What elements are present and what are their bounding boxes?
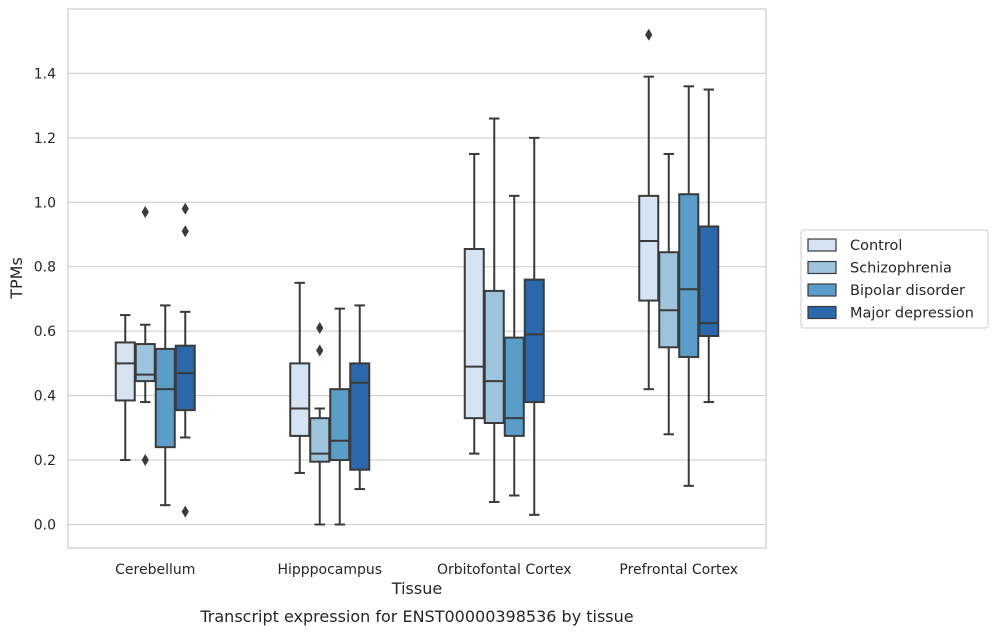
x-axis-label: Tissue (391, 579, 442, 598)
legend-label: Bipolar disorder (850, 283, 965, 299)
legend-swatch (807, 283, 837, 297)
box-control (463, 152, 485, 455)
x-tick-label: Hipppocampus (277, 562, 382, 578)
box-body (114, 341, 136, 402)
box-body (463, 248, 485, 420)
box-bipolar-disorder (154, 304, 176, 507)
x-tick-labels: Cerebellum Hipppocampus Orbitofontal Corte… (115, 562, 738, 578)
box-major-depression (349, 304, 371, 491)
legend-label: Control (850, 238, 902, 254)
box-control (289, 281, 311, 474)
box-body (523, 278, 545, 404)
y-tick-label: 1.4 (34, 66, 56, 82)
box-major-depression (523, 136, 545, 516)
plot-boxes (114, 28, 720, 526)
box-body (309, 417, 331, 463)
box-major-depression (174, 202, 196, 518)
box-body (678, 193, 700, 358)
box-body (483, 289, 505, 425)
box-body (638, 194, 660, 302)
x-tick-label: Cerebellum (115, 562, 195, 578)
box-body (658, 251, 680, 349)
y-tick-label: 0.0 (34, 518, 56, 534)
legend-frame (800, 229, 989, 329)
outlier-point (316, 321, 324, 334)
y-tick-label: 0.4 (34, 389, 56, 405)
outlier-point (181, 505, 189, 518)
box-bipolar-disorder (329, 307, 351, 526)
y-tick-label: 0.8 (34, 260, 56, 276)
y-tick-label: 1.2 (34, 131, 56, 147)
plot-frame (67, 8, 767, 549)
legend-swatch (807, 238, 837, 252)
legend-label: Major depression (850, 306, 974, 322)
box-control (114, 314, 136, 462)
outlier-point (181, 225, 189, 238)
outlier-point (316, 344, 324, 357)
y-tick-label: 0.2 (34, 453, 56, 469)
box-schizophrenia (309, 321, 331, 526)
box-schizophrenia (658, 152, 680, 436)
outlier-point (645, 28, 653, 41)
legend-label: Schizophrenia (850, 261, 952, 277)
y-tick-label: 1.0 (34, 195, 56, 211)
outlier-point (181, 202, 189, 215)
x-tick-label: Prefrontal Cortex (619, 562, 738, 578)
box-schizophrenia (134, 205, 156, 467)
box-body (349, 362, 371, 471)
box-control (638, 28, 660, 391)
box-bipolar-disorder (503, 194, 525, 497)
box-schizophrenia (483, 117, 505, 503)
y-tick-labels: 0.0 0.2 0.4 0.6 0.8 1.0 1.2 1.4 (34, 66, 56, 533)
outlier-point (141, 454, 149, 467)
legend-swatch (807, 305, 837, 320)
box-body (698, 225, 720, 338)
legend: Control Schizophrenia Bipolar disorder Majo… (800, 229, 989, 329)
legend-swatch (807, 260, 837, 275)
chart-caption: Transcript expression for ENST0000039853… (199, 607, 633, 626)
outlier-point (141, 205, 149, 218)
x-tick-label: Orbitofontal Cortex (437, 562, 572, 578)
box-bipolar-disorder (678, 85, 700, 487)
box-body (154, 347, 176, 449)
box-major-depression (698, 88, 720, 404)
box-body (289, 362, 311, 437)
box-body (174, 344, 196, 412)
box-body (503, 336, 525, 437)
y-axis-label: TPMs (7, 257, 26, 300)
y-tick-label: 0.6 (34, 324, 56, 340)
box-body (329, 388, 351, 462)
